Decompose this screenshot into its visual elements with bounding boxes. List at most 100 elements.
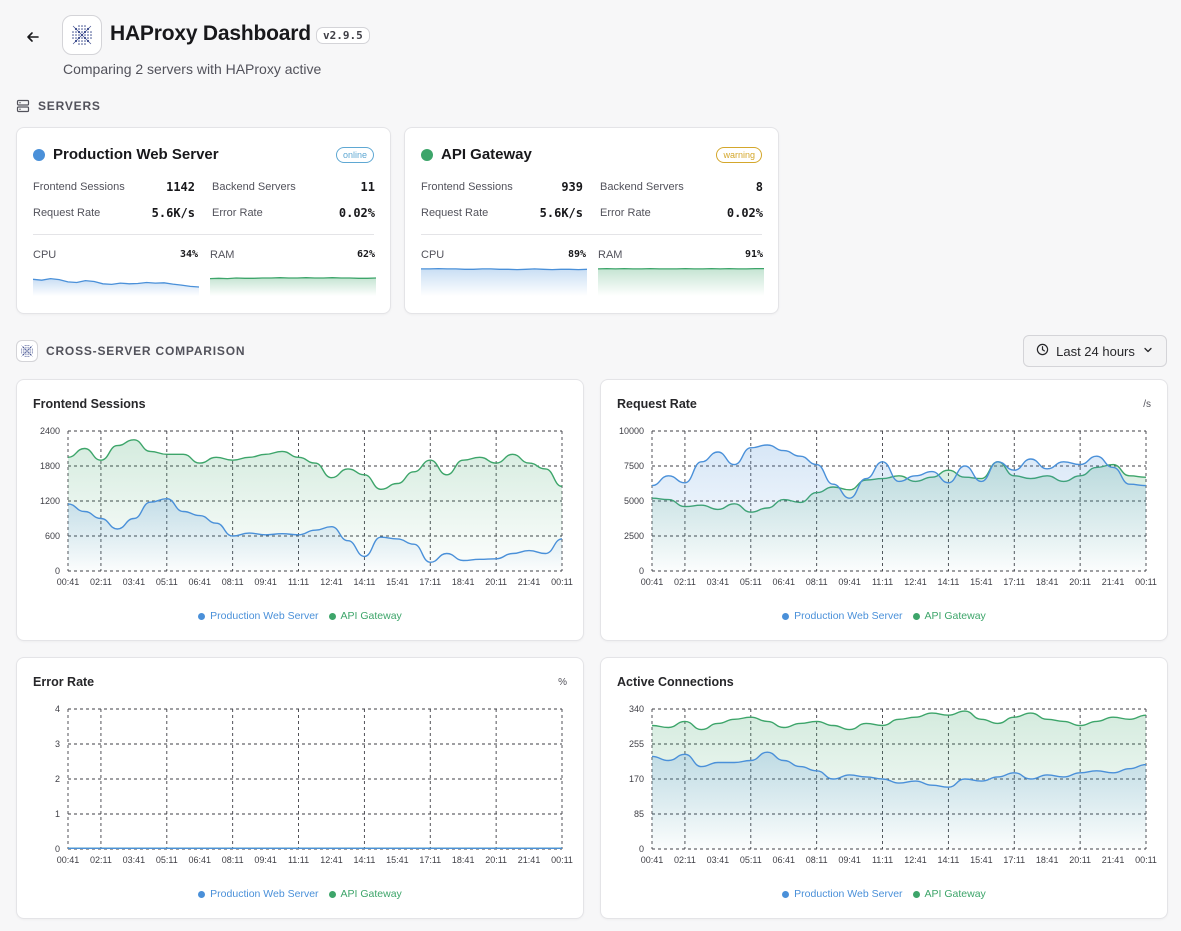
x-tick-label: 12:41 [320, 855, 343, 865]
legend-item[interactable]: Production Web Server [782, 888, 903, 900]
legend-dot [912, 612, 920, 620]
series-line[interactable] [651, 710, 1147, 731]
cpu-label: CPU [33, 249, 57, 261]
x-tick-label: 12:41 [904, 855, 927, 865]
x-tick-label: 08:11 [222, 577, 244, 587]
x-tick-label: 18:41 [452, 855, 475, 865]
legend-label: API Gateway [340, 888, 402, 900]
legend-item[interactable]: API Gateway [328, 610, 402, 622]
cpu-sparkline [33, 277, 199, 296]
legend-item[interactable]: API Gateway [912, 888, 986, 900]
legend-label: API Gateway [924, 610, 986, 622]
page-subtitle: Comparing 2 servers with HAProxy active [63, 61, 322, 77]
x-tick-label: 00:41 [641, 577, 664, 587]
x-tick-label: 00:11 [551, 577, 573, 587]
x-tick-label: 02:11 [90, 855, 112, 865]
server-color-dot [421, 148, 433, 161]
server-color-dot [33, 148, 45, 161]
legend-item[interactable]: Production Web Server [782, 610, 903, 622]
metric-label: Frontend Sessions [421, 181, 513, 193]
chart-unit: /s [1143, 399, 1151, 410]
ram-value: 62% [356, 249, 375, 260]
chart-plot[interactable]: 00:41 02:11 03:41 05:11 06:41 08:11 09:41 11:11… [17, 380, 583, 605]
y-tick-label: 5000 [624, 496, 644, 506]
servers-section-label: SERVERS [16, 99, 101, 113]
x-tick-label: 06:41 [188, 577, 211, 587]
x-tick-label: 14:11 [937, 855, 959, 865]
x-tick-label: 02:11 [674, 577, 696, 587]
x-tick-label: 18:41 [452, 577, 475, 587]
chart-card-request-rate: Request Rate /s 00:41 02:11 03:41 05:11 06:4… [600, 379, 1168, 641]
ram-label: RAM [210, 249, 235, 261]
chart-legend: Production Web Server API Gateway [601, 610, 1167, 622]
time-range-label: Last 24 hours [1056, 343, 1135, 359]
y-tick-label: 1800 [40, 461, 60, 471]
legend-item[interactable]: API Gateway [912, 610, 986, 622]
x-tick-label: 00:11 [1135, 855, 1157, 865]
x-tick-label: 05:11 [156, 855, 178, 865]
backend-servers-value: 11 [360, 180, 375, 194]
clock-icon [1036, 343, 1049, 359]
divider [421, 234, 762, 235]
x-tick-label: 00:41 [641, 855, 664, 865]
legend-item[interactable]: Production Web Server [198, 888, 319, 900]
x-tick-label: 21:41 [1102, 577, 1125, 587]
x-tick-label: 06:41 [772, 577, 795, 587]
ram-sparkline [210, 277, 376, 296]
x-tick-label: 05:11 [156, 577, 178, 587]
cpu-label: CPU [421, 249, 445, 261]
x-tick-label: 02:11 [674, 855, 696, 865]
chart-plot[interactable]: 00:41 02:11 03:41 05:11 06:41 08:11 09:41 11:11… [601, 380, 1167, 605]
y-tick-label: 255 [629, 739, 644, 749]
legend-item[interactable]: API Gateway [328, 888, 402, 900]
y-tick-label: 7500 [624, 461, 644, 471]
divider [33, 234, 374, 235]
x-tick-label: 20:11 [485, 577, 507, 587]
frontend-sessions-value: 939 [561, 180, 583, 194]
x-tick-label: 20:11 [1069, 855, 1091, 865]
arrow-left-icon[interactable] [22, 26, 44, 48]
series-line[interactable] [67, 497, 563, 564]
legend-label: Production Web Server [210, 888, 319, 900]
x-tick-label: 12:41 [320, 577, 343, 587]
series-line[interactable] [651, 444, 1147, 499]
legend-dot [912, 890, 920, 898]
chart-plot[interactable]: 00:41 02:11 03:41 05:11 06:41 08:11 09:41 11:11… [601, 658, 1167, 883]
y-tick-label: 10000 [619, 426, 644, 436]
x-tick-label: 18:41 [1036, 855, 1059, 865]
x-tick-label: 20:11 [485, 855, 507, 865]
server-card[interactable]: Production Web Server online Frontend Se… [16, 127, 391, 314]
legend-dot [328, 890, 336, 898]
legend-label: Production Web Server [794, 888, 903, 900]
legend-item[interactable]: Production Web Server [198, 610, 319, 622]
time-range-select[interactable]: Last 24 hours [1023, 335, 1167, 367]
chart-plot[interactable]: 00:41 02:11 03:41 05:11 06:41 08:11 09:41 11:11… [17, 658, 583, 883]
server-card[interactable]: API Gateway warning Frontend Sessions 93… [404, 127, 779, 314]
metric-label: Request Rate [421, 207, 489, 219]
frontend-sessions-value: 1142 [166, 180, 195, 194]
metric-label: Error Rate [212, 207, 263, 219]
metric-label: Backend Servers [600, 181, 684, 193]
x-tick-label: 06:41 [188, 855, 211, 865]
metric-label: Frontend Sessions [33, 181, 125, 193]
x-tick-label: 21:41 [518, 577, 541, 587]
series-line[interactable] [651, 751, 1147, 788]
cpu-value: 89% [567, 249, 586, 260]
y-tick-label: 1 [55, 809, 60, 819]
x-tick-label: 11:11 [872, 577, 893, 587]
chart-unit: % [558, 677, 567, 688]
y-tick-label: 170 [629, 774, 644, 784]
chart-card-error-rate: Error Rate % 00:41 02:11 03:41 05:11 06:41 08… [16, 657, 584, 919]
chart-legend: Production Web Server API Gateway [601, 888, 1167, 900]
server-name: Production Web Server [53, 146, 219, 163]
sparkline-line [421, 267, 587, 271]
y-tick-label: 1200 [40, 496, 60, 506]
y-tick-label: 0 [639, 844, 644, 854]
chart-title: Active Connections [617, 675, 734, 689]
ram-sparkline [598, 267, 764, 296]
x-tick-label: 08:11 [222, 855, 244, 865]
x-tick-label: 09:41 [254, 855, 277, 865]
x-tick-label: 21:41 [1102, 855, 1125, 865]
series-line[interactable] [67, 439, 563, 491]
x-tick-label: 08:11 [806, 577, 828, 587]
